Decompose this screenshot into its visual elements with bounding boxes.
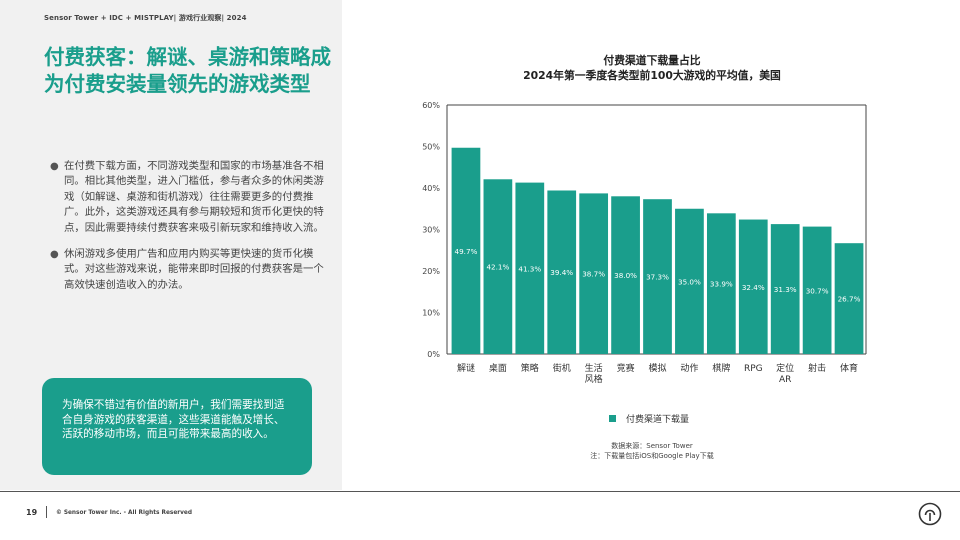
bullet-dot-icon: ●: [50, 249, 59, 261]
x-tick-label: 桌面: [489, 362, 507, 374]
left-panel: Sensor Tower + IDC + MISTPLAY| 游戏行业观察| 2…: [0, 0, 342, 490]
bar: [802, 226, 832, 354]
bullet-item: ● 在付费下载方面，不同游戏类型和国家的市场基准各不相同。相比其他类型，进入门槛…: [50, 159, 332, 236]
bar: [706, 213, 736, 354]
header-source-line: Sensor Tower + IDC + MISTPLAY| 游戏行业观察| 2…: [44, 14, 247, 22]
x-tick-label: 策略: [521, 362, 539, 374]
x-tick-label: 射击: [808, 362, 826, 374]
bar-chart: 0% 10% 20% 30% 40% 50% 60% 49.7% 解谜 42.1% 桌面 41.3% 策…: [422, 101, 867, 385]
legend-swatch: [609, 415, 616, 422]
bar: [515, 182, 545, 354]
download-note: 注：下载量包括iOS和Google Play下载: [590, 452, 714, 460]
y-tick-label: 0%: [427, 350, 440, 359]
data-label: 49.7%: [455, 247, 478, 256]
y-tick-label: 40%: [422, 184, 440, 193]
x-tick-label: 棋牌: [712, 362, 730, 374]
footer-divider: [0, 491, 960, 492]
data-label: 30.7%: [806, 286, 829, 295]
callout-box: 为确保不错过有价值的新用户，我们需要找到适合自身游戏的获客渠道，这些渠道能触及增…: [42, 378, 312, 475]
chart-title: 付费渠道下载量占比: [603, 54, 701, 67]
x-tick-label: RPG: [744, 364, 763, 374]
data-label: 39.4%: [550, 268, 573, 277]
data-label: 31.3%: [774, 285, 797, 294]
sensor-tower-logo-icon: [918, 502, 942, 526]
x-tick-label: 模拟: [648, 362, 666, 374]
x-tick-label: 风格: [585, 373, 603, 385]
x-tick-label: 解谜: [457, 362, 475, 374]
y-tick-label: 10%: [422, 309, 440, 318]
data-label: 38.0%: [614, 271, 637, 280]
data-label: 33.9%: [710, 280, 733, 289]
bar: [483, 179, 513, 354]
source-note: 数据来源：Sensor Tower: [611, 442, 693, 450]
bar: [579, 193, 609, 354]
y-tick-label: 30%: [422, 226, 440, 235]
footer-separator: [46, 506, 47, 518]
data-label: 26.7%: [838, 295, 861, 304]
x-tick-label: 动作: [680, 362, 698, 374]
bar: [643, 199, 672, 354]
bullet-list: ● 在付费下载方面，不同游戏类型和国家的市场基准各不相同。相比其他类型，进入门槛…: [50, 159, 332, 304]
callout-text: 为确保不错过有价值的新用户，我们需要找到适合自身游戏的获客渠道，这些渠道能触及增…: [62, 399, 285, 441]
data-label: 42.1%: [486, 263, 509, 272]
data-label: 32.4%: [742, 283, 765, 292]
y-tick-label: 60%: [422, 101, 440, 110]
bar: [675, 208, 704, 354]
x-tick-label: 定位: [776, 362, 794, 374]
y-tick-label: 20%: [422, 267, 440, 276]
x-tick-label: 生活: [585, 362, 603, 374]
data-label: 38.7%: [582, 270, 605, 279]
bullet-item: ● 休闲游戏多使用广告和应用内购买等更快速的货币化模式。对这些游戏来说，能带来即…: [50, 247, 332, 293]
chart-footnote: 数据来源：Sensor Tower 注：下载量包括iOS和Google Play…: [452, 441, 852, 461]
y-tick-label: 50%: [422, 143, 440, 152]
x-tick-label: 竞赛: [617, 362, 635, 374]
x-tick-label: AR: [779, 375, 791, 385]
data-label: 41.3%: [518, 264, 541, 273]
data-label: 35.0%: [678, 277, 701, 286]
chart-subtitle: 2024年第一季度各类型前100大游戏的平均值，美国: [523, 69, 781, 82]
page-title: 付费获客：解谜、桌游和策略成为付费安装量领先的游戏类型: [44, 45, 331, 96]
chart-title-block: 付费渠道下载量占比 2024年第一季度各类型前100大游戏的平均值，美国: [452, 53, 852, 83]
bar: [770, 224, 800, 354]
bullet-text: 休闲游戏多使用广告和应用内购买等更快速的货币化模式。对这些游戏来说，能带来即时回…: [64, 248, 324, 291]
legend-label: 付费渠道下载量: [626, 415, 690, 425]
bar: [611, 196, 640, 354]
data-label: 37.3%: [646, 273, 669, 282]
x-tick-label: 体育: [840, 362, 858, 374]
bar: [738, 219, 768, 354]
bar: [451, 147, 481, 354]
bar: [547, 190, 577, 354]
x-tick-label: 街机: [553, 362, 571, 374]
bar: [834, 243, 864, 354]
bullet-dot-icon: ●: [50, 161, 59, 172]
page-number: 19: [26, 508, 38, 517]
chart-legend: 付费渠道下载量: [609, 412, 689, 425]
bullet-text: 在付费下载方面，不同游戏类型和国家的市场基准各不相同。相比其他类型，进入门槛低，…: [64, 160, 324, 234]
copyright-text: © Sensor Tower Inc. - All Rights Reserve…: [56, 510, 192, 516]
